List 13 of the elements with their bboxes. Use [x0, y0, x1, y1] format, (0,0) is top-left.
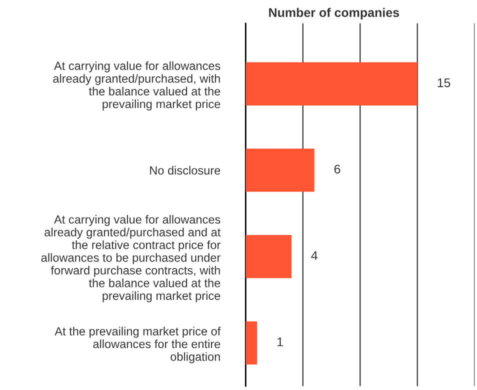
- chart-title: Number of companies: [269, 8, 400, 20]
- y-tick-label: No disclosure: [150, 166, 220, 175]
- y-tick-label: At carrying value for allowances already granted/purchased and at the relative contract price for allowances to be purchased under forward purchase contracts, with the balance valued at the prevailing market price: [41, 214, 221, 302]
- bar: [246, 321, 258, 365]
- data-label: 4: [311, 251, 318, 260]
- data-label: 1: [278, 338, 283, 346]
- bar: [246, 148, 314, 192]
- bar: [246, 234, 292, 278]
- y-tick-label: At the prevailing market price of allowances for the entire obligation: [54, 326, 221, 364]
- data-label: 15: [438, 78, 450, 88]
- y-tick-label: At carrying value for allowances already granted/purchased, with the balance valued at the prevailing market price: [53, 61, 220, 111]
- data-label: 6: [334, 164, 340, 174]
- bar: [246, 62, 418, 106]
